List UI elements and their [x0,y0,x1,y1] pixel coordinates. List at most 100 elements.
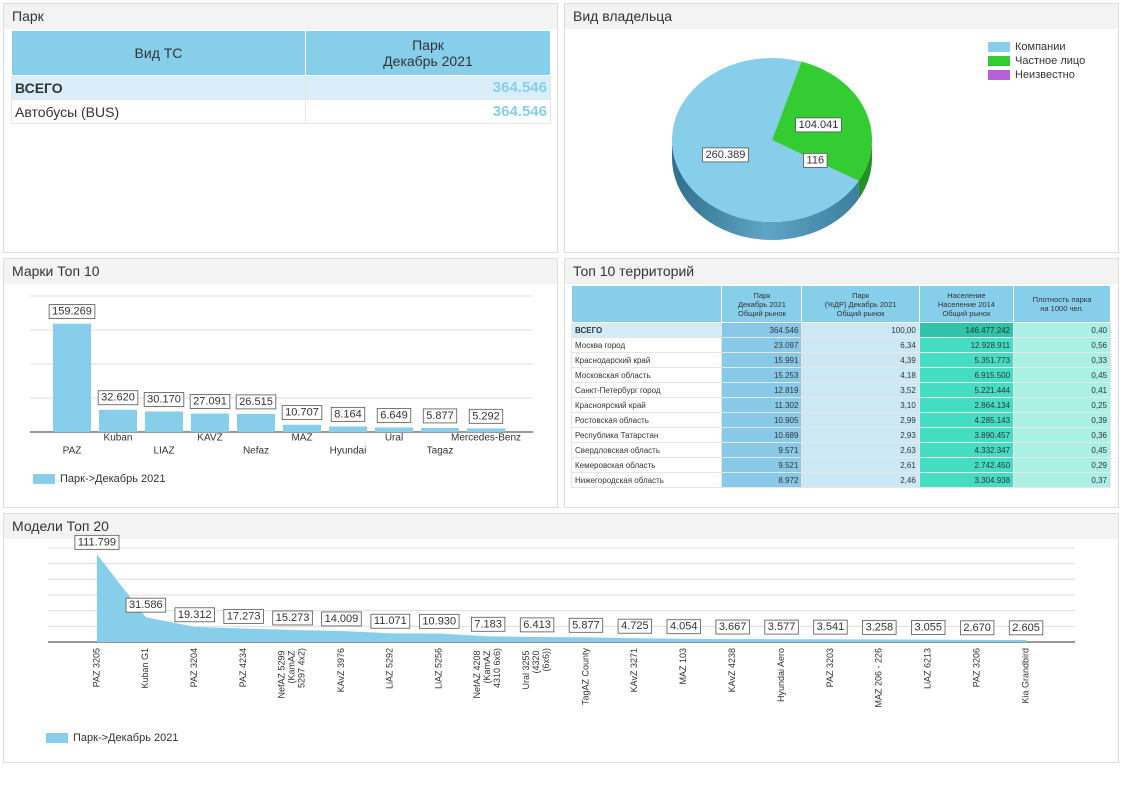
table-cell: 5.221.444 [918,382,1015,398]
table-cell: 2,63 [801,442,920,458]
x-tick-label: LiAZ 5292 [385,648,395,689]
value-label-box [330,406,366,422]
value-label-box [666,619,701,635]
x-tick-label: PAZ 4234 [238,648,248,687]
table-cell: 2.864.134 [918,397,1015,413]
table-row: Санкт-Петербург город 12.819 3,52 5.221.444… [570,382,1111,398]
legend-label: Компании [1015,41,1066,53]
table-cell: 0,45 [1013,367,1111,383]
value-label: 32.620 [101,392,135,404]
table-cell: 3,10 [801,397,920,413]
x-tick-label: Kuban [104,433,133,444]
x-tick-label: Ural [385,433,403,444]
value-label-box [862,619,897,635]
header-line: Вид ТС [134,45,183,61]
value-label-box [223,608,264,624]
bar [145,411,183,432]
table-row: Автобусы (BUS) 364.546 [11,99,552,124]
legend-label: Парк->Декабрь 2021 [73,732,178,744]
value-label-box [470,616,506,632]
bar [53,323,91,432]
value-label: 15.273 [276,612,310,624]
value-label: 260.389 [706,149,746,161]
value-label: 6.649 [380,409,408,421]
value-label: 3.667 [719,621,747,633]
value-label-box [48,304,96,320]
table-cell: 4,39 [801,352,920,368]
x-tick-label: TagAZ County [580,648,590,706]
value-label: 3.055 [914,622,942,634]
table-cell: 3.304.938 [918,472,1015,488]
header-line: на 1000 чел. [1040,304,1084,313]
value-label-box [174,607,215,623]
x-tick-label: LIAZ [153,446,174,457]
park-table: Вид ТС Парк Декабрь 2021 ВСЕГО 364.546 Автобу… [11,30,552,124]
value-label: 3.258 [866,621,894,633]
table-cell: 364.546 [304,99,552,124]
value-label: 5.877 [572,619,600,631]
value-label-box [764,619,799,635]
x-tick-label: KAvZ 3271 [629,648,639,692]
table-cell: 10.689 [721,427,803,443]
value-label-box [281,405,323,421]
table-cell: 364.546 [721,322,803,338]
legend-swatch [33,474,55,484]
value-label: 8.164 [334,408,362,420]
table-row: Москва город 23.097 6,34 12.928.911 0,56 [570,337,1111,353]
pie-side [858,140,872,199]
value-label: 2.670 [963,622,991,634]
value-label-box [376,407,412,423]
value-label: 27.091 [193,395,227,407]
header-row: Вид ТС Парк Декабрь 2021 [11,30,552,76]
value-label-box [468,408,504,424]
label-line: NefAZ 4208 [473,648,483,699]
value-label-box [813,619,848,635]
table-cell: 9.571 [721,442,803,458]
table-cell: 12.819 [721,382,803,398]
x-tick-label: PAZ 3204 [189,648,199,687]
value-label: 104.041 [799,119,839,131]
x-tick-label: PAZ 3203 [825,648,835,687]
legend-swatch [988,42,1010,52]
header-line: Население 2014 [937,299,995,309]
legend-swatch [988,56,1010,66]
table-cell: 0,36 [1013,427,1111,443]
table-row: Нижегородская область 8.972 2,46 3.304.938 0… [570,472,1111,488]
column-header: Плотность парка на 1000 чел. [1013,285,1111,323]
pie-slice [672,57,859,222]
x-tick-label: Hyundai [330,446,367,457]
label-line: NefAZ 5299 [277,648,287,699]
bar [421,428,459,432]
x-tick-label: Tagaz [427,446,454,457]
table-cell: 0,45 [1013,442,1111,458]
territory-panel: Топ 10 территорий Парк Декабрь 2021 Общий … [564,258,1119,508]
value-label: 10.707 [285,407,319,419]
value-label-box [143,391,185,407]
panel-title: Парк [4,4,557,29]
panel-title: Вид владельца [565,4,1118,29]
bar [99,409,137,432]
x-tick-label: NefAZ 5299 (KamAZ 5297 4x2) [277,648,307,699]
value-label-box [97,390,139,406]
x-tick-label: Ural 3255 (4320 (6x6)) [521,648,551,690]
value-label-box [959,620,995,636]
value-label-box [272,610,313,626]
table-row: Ростовская область 10.905 2,99 4.285.143 0,3… [570,412,1111,428]
value-label: 7.183 [474,618,502,630]
x-tick-label: Mercedes-Benz [451,433,521,444]
area [96,554,1027,642]
header-line: Население [947,290,986,300]
table-cell: 2,61 [801,457,920,473]
value-label: 4.054 [670,621,698,633]
x-tick-label: Kuban G1 [140,648,150,689]
bar [375,427,413,432]
label-line: (KamAZ [287,648,297,684]
pie-side [672,140,859,240]
value-label-box [125,597,167,613]
value-label: 159.269 [52,306,92,318]
x-tick-label: MAZ [291,433,312,444]
column-header: Парк Декабрь 2021 Общий рынок [721,285,803,323]
value-label-box [803,152,828,168]
header-line: Общий рынок [836,308,885,318]
bar [191,413,229,432]
